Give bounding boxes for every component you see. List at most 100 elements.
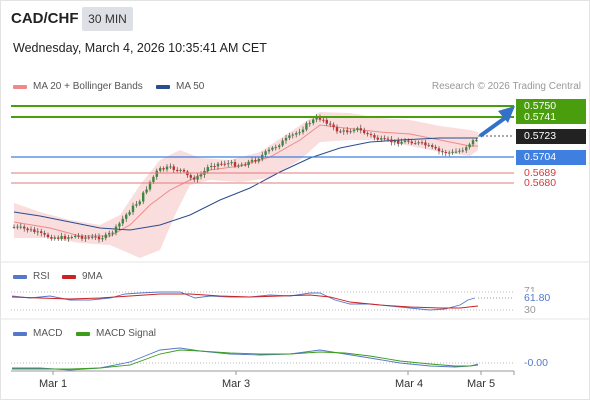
candle-body [335,127,339,132]
candle-body [400,141,403,144]
candle-body [94,236,97,238]
candle-body [193,177,196,180]
candle-body [301,129,305,133]
candle-body [410,141,413,144]
candle-body [264,151,267,155]
legend-ma50: MA 50 [156,81,204,92]
candle-body [97,236,101,240]
candle-body [162,168,165,170]
macd-signal-line [12,349,479,370]
candles [12,113,478,243]
candle-body [278,145,281,148]
candle-body [352,129,356,132]
candle-body [84,237,87,239]
candle-body [145,189,148,193]
candle-body [108,232,111,235]
legend-macd-signal-label: MACD Signal [96,328,157,339]
candle-body [244,164,247,166]
legend-macd-signal: MACD Signal [76,328,156,339]
macd-signal-swatch-icon [76,331,90,336]
ma20-line [13,124,478,237]
x-label-mar4: Mar 4 [395,378,424,390]
candle-body [210,165,213,168]
candle-body [271,147,274,150]
candle-body [196,176,199,180]
candle-body [230,162,233,164]
candle-body [223,163,226,165]
candle-body [77,235,80,237]
candle-body [87,237,90,239]
candle-body [329,123,332,125]
x-label-mar3: Mar 3 [222,378,251,390]
candle-body [369,134,373,136]
legend-rsi-label: RSI [33,271,50,282]
candle-body [376,137,379,140]
candle-body [176,169,179,171]
rsi-ma9-line [11,293,479,309]
level-r2-box: 0.5741 [516,110,586,124]
candle-body [451,151,454,153]
timeframe-button[interactable]: 30 MIN [82,7,133,31]
candle-body [288,135,291,138]
candle-body [114,226,118,233]
candle-body [53,237,56,239]
candle-body [414,143,417,145]
candle-body [325,119,328,124]
candle-body [172,166,175,170]
candle-body [206,167,209,171]
candle-body [468,144,471,148]
candle-body [125,214,128,219]
candle-body [233,162,237,167]
candle-body [131,205,135,213]
candle-body [359,128,362,131]
candle-body [36,231,39,233]
legend-ma20: MA 20 + Bollinger Bands [13,81,143,92]
candle-body [454,151,458,153]
candle-body [148,181,152,190]
candle-body [305,123,308,130]
candle-body [189,175,192,178]
candle-body [448,152,451,154]
candle-body [250,159,254,162]
candle-body [291,134,294,136]
candle-body [318,117,322,120]
candle-body [386,138,390,140]
candle-body [220,163,223,165]
legend-9ma-label: 9MA [82,271,103,282]
candle-body [461,150,464,152]
candle-body [366,133,369,135]
candle-body [444,152,447,154]
candle-body [458,150,461,152]
candle-body [155,170,158,177]
candle-body [104,234,107,239]
candle-body [70,237,73,239]
candle-body [475,139,478,141]
candle-body [417,142,420,144]
candle-body [169,166,172,168]
legend-macd-label: MACD [33,328,63,339]
candle-body [281,140,284,146]
candle-body [274,147,277,149]
candle-body [373,135,376,138]
candle-body [91,236,94,238]
candle-body [121,218,124,224]
candle-body [12,226,16,228]
level-s2-label: 0.5689 [524,167,557,179]
candle-body [227,163,230,165]
candle-body [267,149,271,152]
candle-body [346,130,349,133]
symbol-title: CAD/CHF [11,10,79,27]
candle-body [165,166,169,170]
candle-body [74,235,77,238]
level-s3-label: 0.5680 [524,177,557,189]
candle-body [57,237,60,239]
arrow-head-icon [498,106,515,123]
datetime-label: Wednesday, March 4, 2026 10:35:41 AM CET [13,41,267,55]
ma20-swatch-icon [13,84,27,89]
candle-body [216,163,220,167]
macd-value-label: -0.00 [524,357,548,369]
candle-body [434,146,437,149]
candle-body [380,138,383,140]
candle-body [240,164,243,166]
